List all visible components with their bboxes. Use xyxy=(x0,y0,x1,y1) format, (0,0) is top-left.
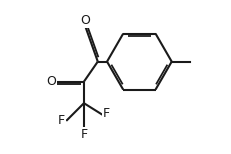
Text: F: F xyxy=(103,107,110,120)
Text: O: O xyxy=(46,75,56,88)
Text: O: O xyxy=(80,14,90,27)
Text: F: F xyxy=(58,114,65,127)
Text: F: F xyxy=(81,128,88,141)
